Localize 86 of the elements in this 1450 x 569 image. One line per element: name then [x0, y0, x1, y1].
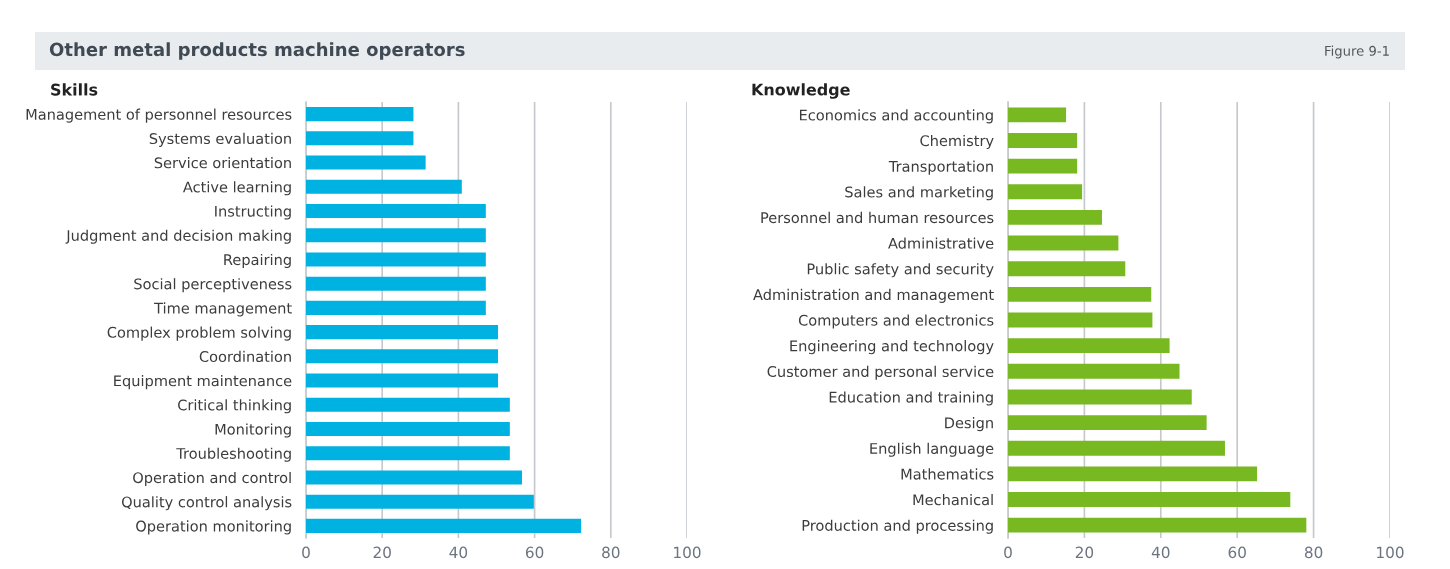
x-tick-label: 40 [449, 546, 468, 559]
bar [1008, 389, 1192, 405]
bar [306, 252, 486, 267]
y-tick-label: Monitoring [215, 423, 291, 438]
y-tick-label: Design [945, 417, 993, 432]
bar [306, 349, 499, 364]
bar [306, 131, 414, 146]
y-tick-label: Instructing [215, 205, 291, 220]
bar [1008, 466, 1258, 482]
y-tick-label: Complex problem solving [107, 326, 291, 341]
text: Knowledge [752, 83, 850, 99]
bar [1008, 338, 1170, 354]
bar [1008, 261, 1126, 277]
bar [306, 228, 486, 243]
x-tick-label: 100 [1377, 546, 1404, 559]
y-tick-label: Mathematics [901, 468, 994, 480]
bar [306, 397, 510, 412]
y-tick-label: Coordination [199, 350, 291, 363]
x-tick-label: 20 [1075, 546, 1094, 559]
x-tick-label: 20 [373, 546, 391, 559]
bar [1008, 209, 1102, 225]
bar [1008, 133, 1078, 148]
y-tick-label: Economics and accounting [799, 109, 993, 124]
y-tick-label: Production and processing [802, 519, 993, 534]
chart-title: Other metal products machine operators [49, 42, 465, 60]
y-tick-label: Administration and management [753, 288, 994, 303]
y-tick-label: Operation and control [133, 471, 291, 487]
bar [306, 494, 534, 509]
bar [1008, 286, 1152, 302]
bar [1008, 158, 1078, 174]
y-tick-label: Chemistry [920, 134, 994, 150]
y-tick-label: Critical thinking [178, 399, 291, 414]
y-tick-label: Customer and personal service [767, 365, 994, 380]
bar [1008, 107, 1067, 123]
bar [306, 155, 426, 170]
y-tick-label: Systems evaluation [149, 132, 291, 147]
y-tick-label: Personnel and human resources [761, 211, 994, 224]
y-tick-label: Education and training [829, 391, 993, 406]
y-tick-label: Mechanical [913, 493, 993, 506]
x-tick-label: 0 [1004, 546, 1012, 559]
text: Skills [51, 83, 98, 96]
bar [306, 300, 486, 315]
y-tick-label: Transportation [888, 160, 993, 175]
y-tick-label: Administrative [888, 237, 994, 249]
y-tick-label: Active learning [182, 181, 291, 196]
caption: Figure 9-1 [1325, 45, 1389, 59]
y-tick-label: Time management [154, 302, 292, 317]
y-tick-label: Public safety and security [807, 263, 994, 278]
bar [306, 179, 462, 194]
bar [1008, 184, 1083, 200]
y-tick-label: Equipment maintenance [114, 375, 292, 390]
bar [306, 446, 510, 461]
bar [306, 518, 582, 533]
y-tick-label: Judgment and decision making [65, 229, 291, 244]
bar [306, 373, 499, 388]
y-tick-label: Quality control analysis [121, 496, 292, 511]
bar [1008, 492, 1291, 507]
x-tick-label: 0 [302, 546, 310, 559]
bar [306, 325, 499, 340]
bar [1008, 312, 1153, 328]
bar [306, 107, 414, 122]
x-tick-label: 80 [1304, 546, 1323, 559]
y-tick-label: Computers and electronics [798, 314, 994, 329]
x-tick-label: 80 [602, 546, 620, 559]
bar [1008, 363, 1180, 379]
y-tick-label: Service orientation [154, 157, 291, 169]
bar [1008, 517, 1307, 533]
x-tick-label: 60 [525, 546, 544, 559]
x-tick-label: 40 [1151, 546, 1170, 559]
y-tick-label: Operation monitoring [136, 520, 291, 535]
y-tick-label: Troubleshooting [176, 447, 291, 462]
bar [306, 203, 486, 219]
y-tick-label: Management of personnel resources [26, 108, 292, 123]
y-tick-label: Sales and marketing [845, 186, 993, 201]
y-tick-label: Engineering and technology [790, 340, 994, 355]
y-tick-label: English language [870, 442, 994, 457]
bar [306, 421, 510, 437]
x-tick-label: 60 [1228, 546, 1246, 559]
bar [1008, 415, 1207, 431]
bar [306, 470, 523, 485]
y-tick-label: Repairing [224, 253, 291, 269]
y-tick-label: Social perceptiveness [134, 278, 292, 293]
x-tick-label: 100 [674, 546, 701, 559]
bar [1008, 235, 1119, 251]
bar [306, 276, 486, 291]
bar [1008, 440, 1225, 456]
